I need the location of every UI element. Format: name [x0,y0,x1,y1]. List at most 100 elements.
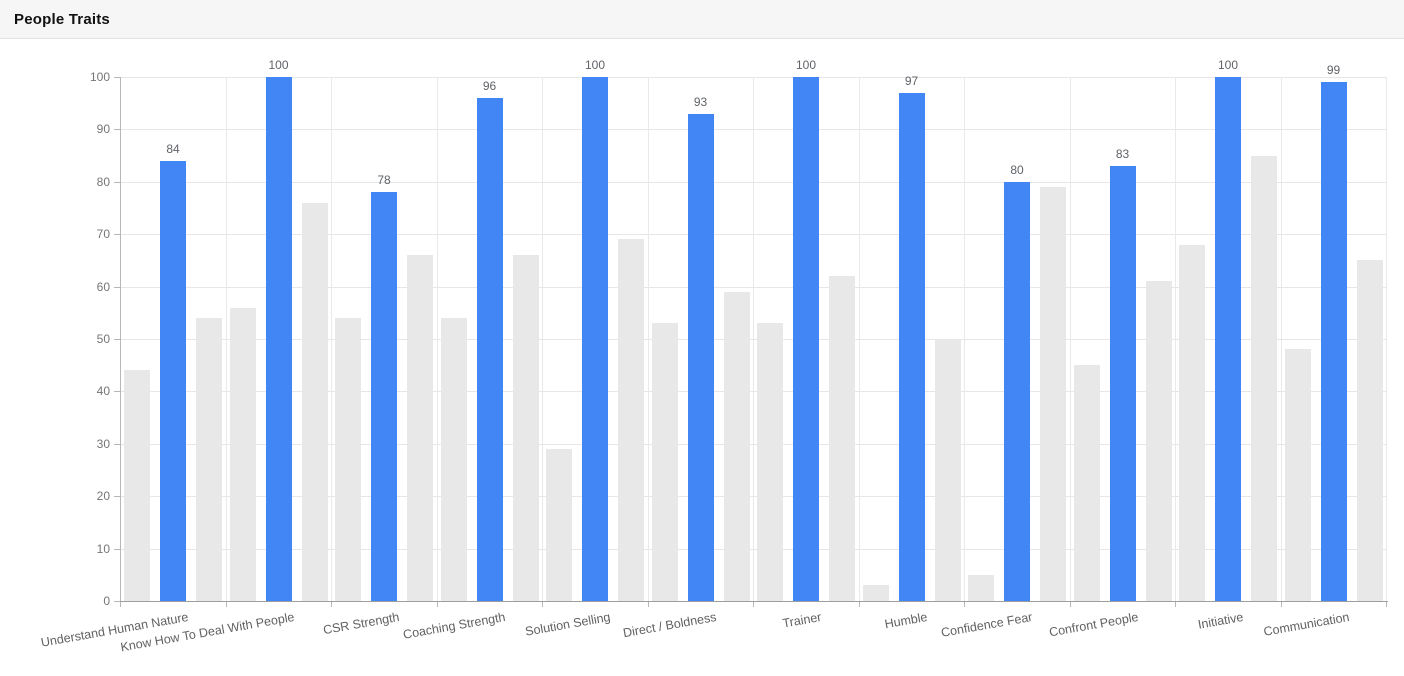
bar-left-gray-trainer[interactable] [757,323,783,601]
x-axis-tick [1069,602,1071,607]
bar-value-label: 84 [166,142,180,156]
bar-right-gray-solution-selling[interactable] [618,239,644,601]
y-axis-tick [114,496,120,498]
y-axis-tick-label: 100 [89,70,110,84]
bar-value-label: 100 [584,58,606,72]
bar-blue-trainer[interactable] [793,77,819,601]
y-axis-tick [114,601,120,602]
y-axis-tick [114,181,120,183]
bar-value-label: 93 [693,95,708,109]
bar-left-gray-csr-strength[interactable] [335,318,361,601]
y-axis-tick [114,234,120,236]
y-axis-line [120,77,121,602]
bar-blue-direct-boldness[interactable] [687,114,714,601]
x-axis-tick [1386,602,1387,607]
bar-value-label: 97 [904,74,919,88]
bar-right-gray-initiative[interactable] [1251,156,1277,601]
bar-right-gray-coaching-strength[interactable] [512,255,539,601]
bar-right-gray-confidence-fear[interactable] [1040,187,1066,601]
panel-header: People Traits [0,0,1404,39]
bar-right-gray-understand-human-nature[interactable] [196,318,222,601]
bar-blue-confront-people[interactable] [1109,166,1136,601]
y-axis-tick-label: 90 [96,122,110,137]
bar-blue-initiative[interactable] [1215,77,1241,601]
v-gridline [331,77,332,601]
y-axis-tick-label: 80 [96,174,110,189]
x-axis-tick [964,602,965,607]
y-axis-tick [114,286,120,288]
bar-right-gray-trainer[interactable] [829,276,855,601]
y-axis-tick-label: 10 [96,541,110,556]
bar-left-gray-confront-people[interactable] [1073,365,1100,601]
bar-right-gray-confront-people[interactable] [1145,281,1172,601]
bar-value-label: 78 [377,173,391,187]
x-axis-tick [1280,602,1282,607]
bar-blue-humble[interactable] [898,93,925,601]
plot-area: 0 10 20 30 40 50 60 70 80 90 100 84 100 78 96 100 93 100 9… [0,40,1404,664]
bar-left-gray-solution-selling[interactable] [546,449,572,601]
bar-blue-communication[interactable] [1320,82,1347,601]
bar-left-gray-direct-boldness[interactable] [651,323,678,601]
v-gridline [225,77,227,601]
y-axis-tick-label: 20 [96,489,110,504]
y-axis-tick [114,77,120,78]
bar-right-gray-communication[interactable] [1356,260,1383,601]
y-axis-tick [114,548,120,550]
bar-right-gray-humble[interactable] [934,339,961,601]
v-gridline [1386,77,1387,601]
y-axis-tick [114,391,120,393]
x-axis-tick [858,602,860,607]
bar-left-gray-humble[interactable] [862,585,889,601]
x-axis-tick [225,602,227,607]
y-axis-tick-label: 30 [96,436,110,451]
y-axis-tick-label: 50 [96,332,110,346]
people-traits-chart: 0 10 20 30 40 50 60 70 80 90 100 84 100 78 96 100 93 100 9… [0,40,1404,664]
y-axis-tick [114,129,120,131]
v-gridline [1175,77,1176,601]
y-axis-tick-label: 40 [96,384,110,399]
bar-right-gray-know-how-to-deal-with-people[interactable] [301,203,328,601]
x-axis-tick [542,602,543,607]
bar-value-label: 80 [1010,163,1024,177]
v-gridline [753,77,754,601]
bar-right-gray-csr-strength[interactable] [407,255,433,601]
y-axis-tick [114,443,120,445]
y-axis-tick-label: 60 [96,279,110,294]
y-axis-tick-label: 70 [96,227,110,242]
v-gridline [858,77,860,601]
y-axis-tick [114,339,120,340]
bar-value-label: 96 [482,79,497,93]
x-axis-line [120,601,1388,602]
bar-left-gray-communication[interactable] [1284,349,1311,601]
bar-left-gray-know-how-to-deal-with-people[interactable] [229,308,256,601]
bar-left-gray-initiative[interactable] [1179,245,1205,601]
x-axis-tick [753,602,754,607]
bar-right-gray-direct-boldness[interactable] [723,292,750,601]
bar-value-label: 100 [268,58,289,72]
bar-left-gray-confidence-fear[interactable] [968,575,994,601]
bar-left-gray-understand-human-nature[interactable] [124,370,150,601]
bar-blue-know-how-to-deal-with-people[interactable] [265,77,292,601]
v-gridline [542,77,543,601]
bar-blue-csr-strength[interactable] [371,192,397,601]
bar-blue-understand-human-nature[interactable] [160,161,186,601]
x-axis-tick [436,602,438,607]
x-axis-tick [331,602,332,607]
x-axis-tick [1175,602,1176,607]
v-gridline [1280,77,1282,601]
x-axis-tick [647,602,649,607]
bar-blue-solution-selling[interactable] [582,77,608,601]
bar-left-gray-coaching-strength[interactable] [440,318,467,601]
v-gridline [647,77,649,601]
bar-value-label: 83 [1115,147,1130,161]
v-gridline [1069,77,1071,601]
bar-blue-confidence-fear[interactable] [1004,182,1030,601]
bar-value-label: 100 [795,58,817,72]
bar-blue-coaching-strength[interactable] [476,98,503,601]
page-title: People Traits [14,10,110,28]
v-gridline [436,77,438,601]
x-axis-tick [120,602,121,607]
v-gridline [964,77,965,601]
y-axis-tick-label: 0 [103,594,110,608]
bar-value-label: 100 [1217,58,1239,72]
